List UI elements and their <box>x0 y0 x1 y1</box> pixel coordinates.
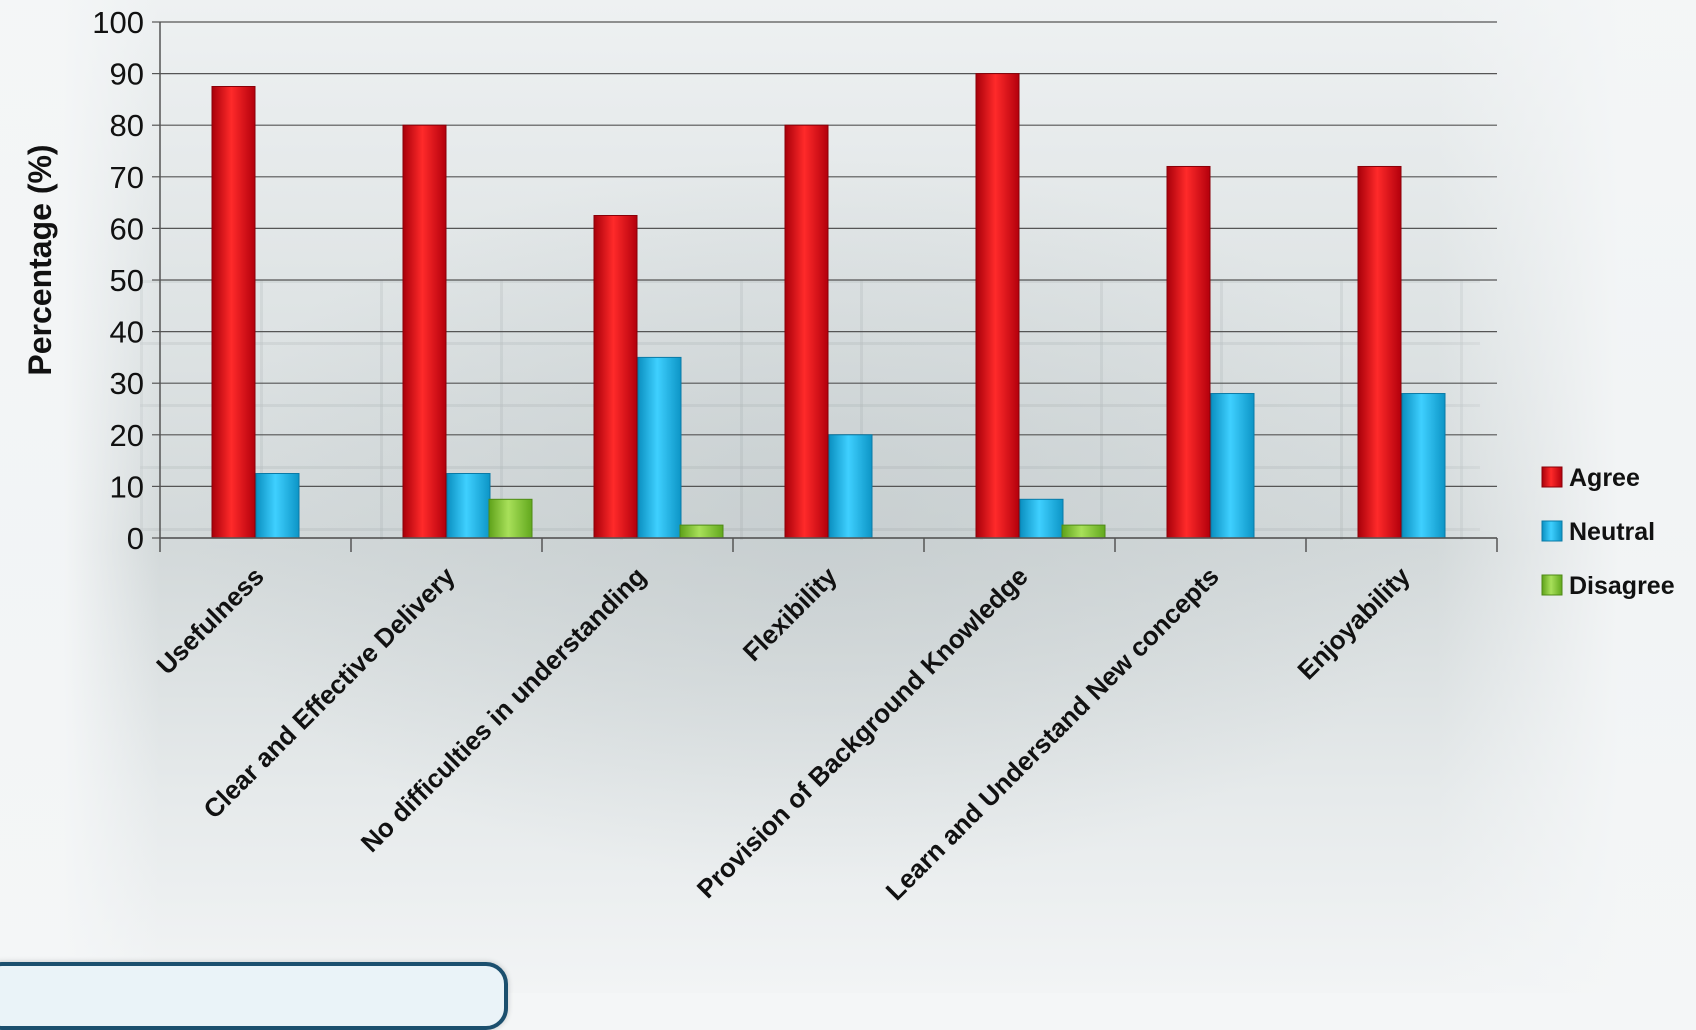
y-tick-label: 100 <box>92 5 144 40</box>
bar-neutral-5 <box>1019 498 1064 539</box>
y-tick-label: 0 <box>127 521 144 556</box>
legend-swatch-disagree <box>1541 574 1563 596</box>
bar-agree-4 <box>784 124 829 539</box>
x-category-label: Flexibility <box>737 561 843 667</box>
x-category-label: Provision of Background Knowledge <box>691 561 1034 904</box>
bottom-panel-frame <box>0 962 508 1030</box>
legend-label-disagree: Disagree <box>1569 572 1675 600</box>
bar-neutral-1 <box>255 473 300 539</box>
y-tick-label: 90 <box>110 57 144 92</box>
bar-disagree-3 <box>679 524 724 539</box>
y-tick-label: 40 <box>110 315 144 350</box>
bar-disagree-5 <box>1061 524 1106 539</box>
y-tick-label: 50 <box>110 263 144 298</box>
legend-swatch-agree <box>1541 466 1563 488</box>
bar-neutral-4 <box>828 434 873 539</box>
bar-agree-2 <box>402 124 447 539</box>
bar-agree-3 <box>593 215 638 539</box>
legend-label-neutral: Neutral <box>1569 518 1655 546</box>
background-fade-right <box>1436 0 1696 993</box>
y-tick-label: 30 <box>110 366 144 401</box>
y-axis-title: Percentage (%) <box>22 144 58 375</box>
bar-neutral-7 <box>1401 393 1446 539</box>
y-axis-tick-labels: 0 10 20 30 40 50 60 70 80 90 100 <box>92 5 160 556</box>
bar-neutral-6 <box>1210 393 1255 539</box>
y-tick-label: 70 <box>110 160 144 195</box>
bar-agree-6 <box>1166 165 1211 539</box>
legend: Agree Neutral Disagree <box>1541 464 1675 600</box>
bar-agree-1 <box>211 86 256 539</box>
y-tick-label: 20 <box>110 418 144 453</box>
x-category-label: Enjoyability <box>1291 561 1416 686</box>
y-tick-label: 10 <box>110 469 144 504</box>
bars <box>211 73 1446 539</box>
legend-label-agree: Agree <box>1569 464 1640 492</box>
bar-agree-7 <box>1357 165 1402 539</box>
y-tick-label: 60 <box>110 211 144 246</box>
x-category-label: Learn and Understand New concepts <box>880 561 1225 906</box>
background-fade-left <box>0 0 160 993</box>
bar-disagree-2 <box>488 498 533 539</box>
y-tick-label: 80 <box>110 108 144 143</box>
legend-swatch-neutral <box>1541 520 1563 542</box>
axes <box>159 22 1498 552</box>
bar-agree-5 <box>975 73 1020 539</box>
x-category-label: Usefulness <box>150 561 269 680</box>
bar-neutral-3 <box>637 356 682 539</box>
bar-neutral-2 <box>446 473 491 539</box>
